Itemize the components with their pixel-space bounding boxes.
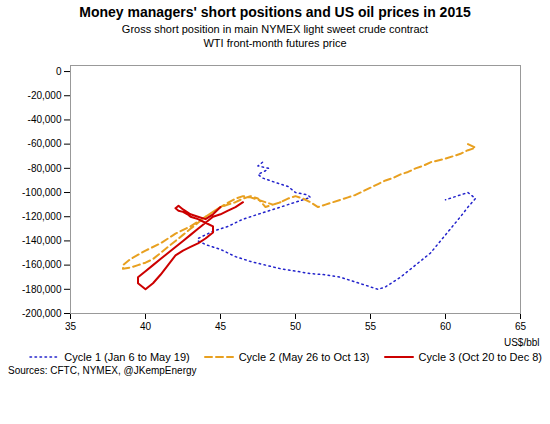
html-text:Cycle 2 (May 26 to Oct 13): Cycle 2 (May 26 to Oct 13) bbox=[238, 350, 370, 363]
svg-text:-160,000: -160,000 bbox=[22, 259, 62, 270]
svg-text:-120,000: -120,000 bbox=[22, 211, 62, 222]
svg-text:55: 55 bbox=[365, 320, 377, 331]
svg-text:-80,000: -80,000 bbox=[28, 162, 62, 173]
svg-text:0: 0 bbox=[56, 65, 62, 76]
html-text:Money managers' short position: Money managers' short positions and US o… bbox=[79, 4, 471, 20]
svg-text:50: 50 bbox=[290, 320, 302, 331]
html-text:Sources: CFTC, NYMEX, @JKempEn: Sources: CFTC, NYMEX, @JKempEnergy bbox=[8, 364, 197, 376]
svg-text:60: 60 bbox=[440, 320, 452, 331]
svg-text:65: 65 bbox=[515, 320, 527, 331]
svg-text:-180,000: -180,000 bbox=[22, 283, 62, 294]
svg-text:35: 35 bbox=[65, 320, 77, 331]
svg-text:40: 40 bbox=[140, 320, 152, 331]
svg-text:-20,000: -20,000 bbox=[28, 90, 62, 101]
svg-text:-100,000: -100,000 bbox=[22, 186, 62, 197]
html-text:Cycle 3 (Oct 20 to Dec 8): Cycle 3 (Oct 20 to Dec 8) bbox=[418, 350, 542, 363]
html-text:Cycle 1 (Jan 6 to May 19): Cycle 1 (Jan 6 to May 19) bbox=[64, 350, 190, 363]
html-text:Gross short position in main N: Gross short position in main NYMEX light… bbox=[121, 23, 429, 50]
svg-text:-200,000: -200,000 bbox=[22, 307, 62, 318]
svg-text:US$/bbl: US$/bbl bbox=[504, 336, 540, 347]
svg-text:-40,000: -40,000 bbox=[28, 114, 62, 125]
svg-text:-140,000: -140,000 bbox=[22, 235, 62, 246]
svg-text:-60,000: -60,000 bbox=[28, 138, 62, 149]
svg-text:45: 45 bbox=[215, 320, 227, 331]
